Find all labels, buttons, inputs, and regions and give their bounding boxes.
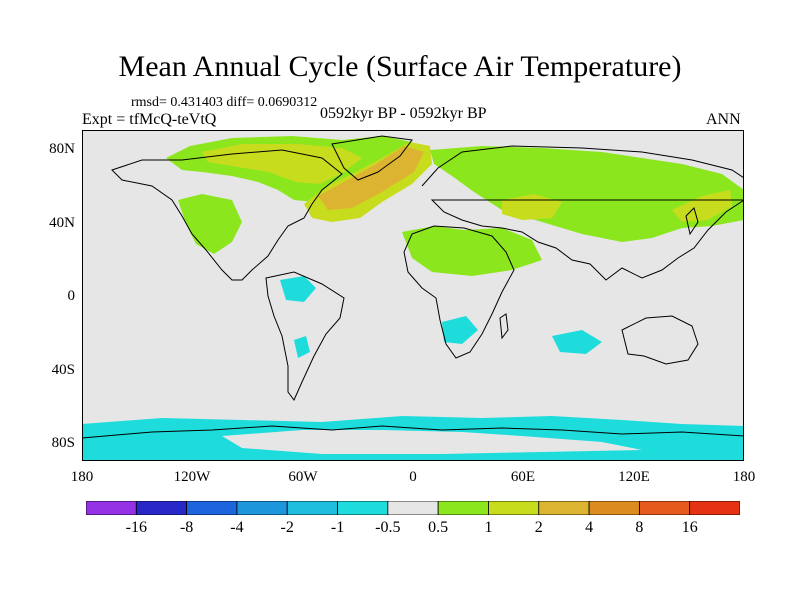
colorbar-swatch-9 <box>538 501 590 515</box>
colorbar-label: -4 <box>230 519 244 536</box>
season-label: ANN <box>706 111 741 128</box>
anomaly-regions <box>82 136 744 461</box>
colorbar-swatch-11 <box>638 501 691 515</box>
colorbar-swatch-7 <box>437 501 489 515</box>
x-tick-120e: 120E <box>618 469 650 485</box>
x-tick-0: 0 <box>409 469 417 485</box>
temperature-difference-map <box>82 130 744 461</box>
colorbar <box>86 501 740 515</box>
greenland-outline <box>331 135 413 181</box>
colorbar-swatch-3 <box>236 501 288 515</box>
y-tick-40s: 40S <box>51 362 75 378</box>
colorbar-label: 0.5 <box>428 519 449 536</box>
region-southern-africa <box>442 316 478 344</box>
y-tick-80n: 80N <box>49 141 75 157</box>
colorbar-label: 2 <box>534 519 543 536</box>
chart-title: Mean Annual Cycle (Surface Air Temperatu… <box>118 50 682 83</box>
x-tick-60w: 60W <box>288 469 318 485</box>
colorbar-swatch-5 <box>337 501 389 515</box>
colorbar-label: -0.5 <box>375 519 401 536</box>
colorbar-label: -16 <box>125 519 147 536</box>
colorbar-swatch-1 <box>135 501 188 515</box>
x-tick-120w: 120W <box>173 469 211 485</box>
y-tick-80s: 80S <box>51 435 75 451</box>
north-america-outline <box>111 149 343 281</box>
region-eurasia <box>430 146 744 242</box>
colorbar-swatch-2 <box>186 501 238 515</box>
colorbar-label: 1 <box>484 519 493 536</box>
madagascar-outline <box>499 313 509 340</box>
experiment-label: Expt = tfMcQ-teVtQ <box>82 111 217 128</box>
japan-outline <box>685 207 699 236</box>
region-indian-ocean <box>552 330 602 354</box>
region-southern-south-america <box>294 336 310 358</box>
y-tick-40n: 40N <box>49 215 75 231</box>
period-label: 0592kyr BP - 0592kyr BP <box>320 105 487 122</box>
region-canada-arctic-core <box>202 144 362 184</box>
region-amazon <box>280 276 316 302</box>
colorbar-swatch-10 <box>588 501 640 515</box>
colorbar-label: 16 <box>681 519 698 536</box>
australia-outline <box>621 315 699 365</box>
coastlines <box>82 135 744 439</box>
y-tick-0: 0 <box>67 288 76 304</box>
region-north-africa <box>402 226 542 276</box>
eurasia-outline <box>421 145 744 281</box>
colorbar-swatch-8 <box>488 501 540 515</box>
antarctica-outline <box>82 425 744 439</box>
region-east-asia-core <box>672 190 732 222</box>
colorbar-swatch-0 <box>86 501 137 515</box>
region-north-atlantic-core <box>318 146 424 210</box>
x-tick-180w: 180 <box>70 469 94 485</box>
map-frame <box>82 130 744 461</box>
region-western-na <box>178 194 242 254</box>
africa-outline <box>403 225 515 359</box>
colorbar-label: 8 <box>635 519 644 536</box>
colorbar-label: -8 <box>179 519 194 536</box>
region-antarctica-inland <box>222 430 642 454</box>
x-tick-60e: 60E <box>510 469 536 485</box>
x-tick-180e: 180 <box>732 469 756 485</box>
south-america-outline <box>265 271 345 401</box>
colorbar-swatch-4 <box>286 501 338 515</box>
stats-label: rmsd= 0.431403 diff= 0.0690312 <box>131 95 318 110</box>
colorbar-label: 4 <box>585 519 594 536</box>
colorbar-label: -2 <box>280 519 294 536</box>
colorbar-label: -1 <box>330 519 345 536</box>
colorbar-swatch-6 <box>387 501 439 515</box>
colorbar-swatch-12 <box>689 501 740 515</box>
